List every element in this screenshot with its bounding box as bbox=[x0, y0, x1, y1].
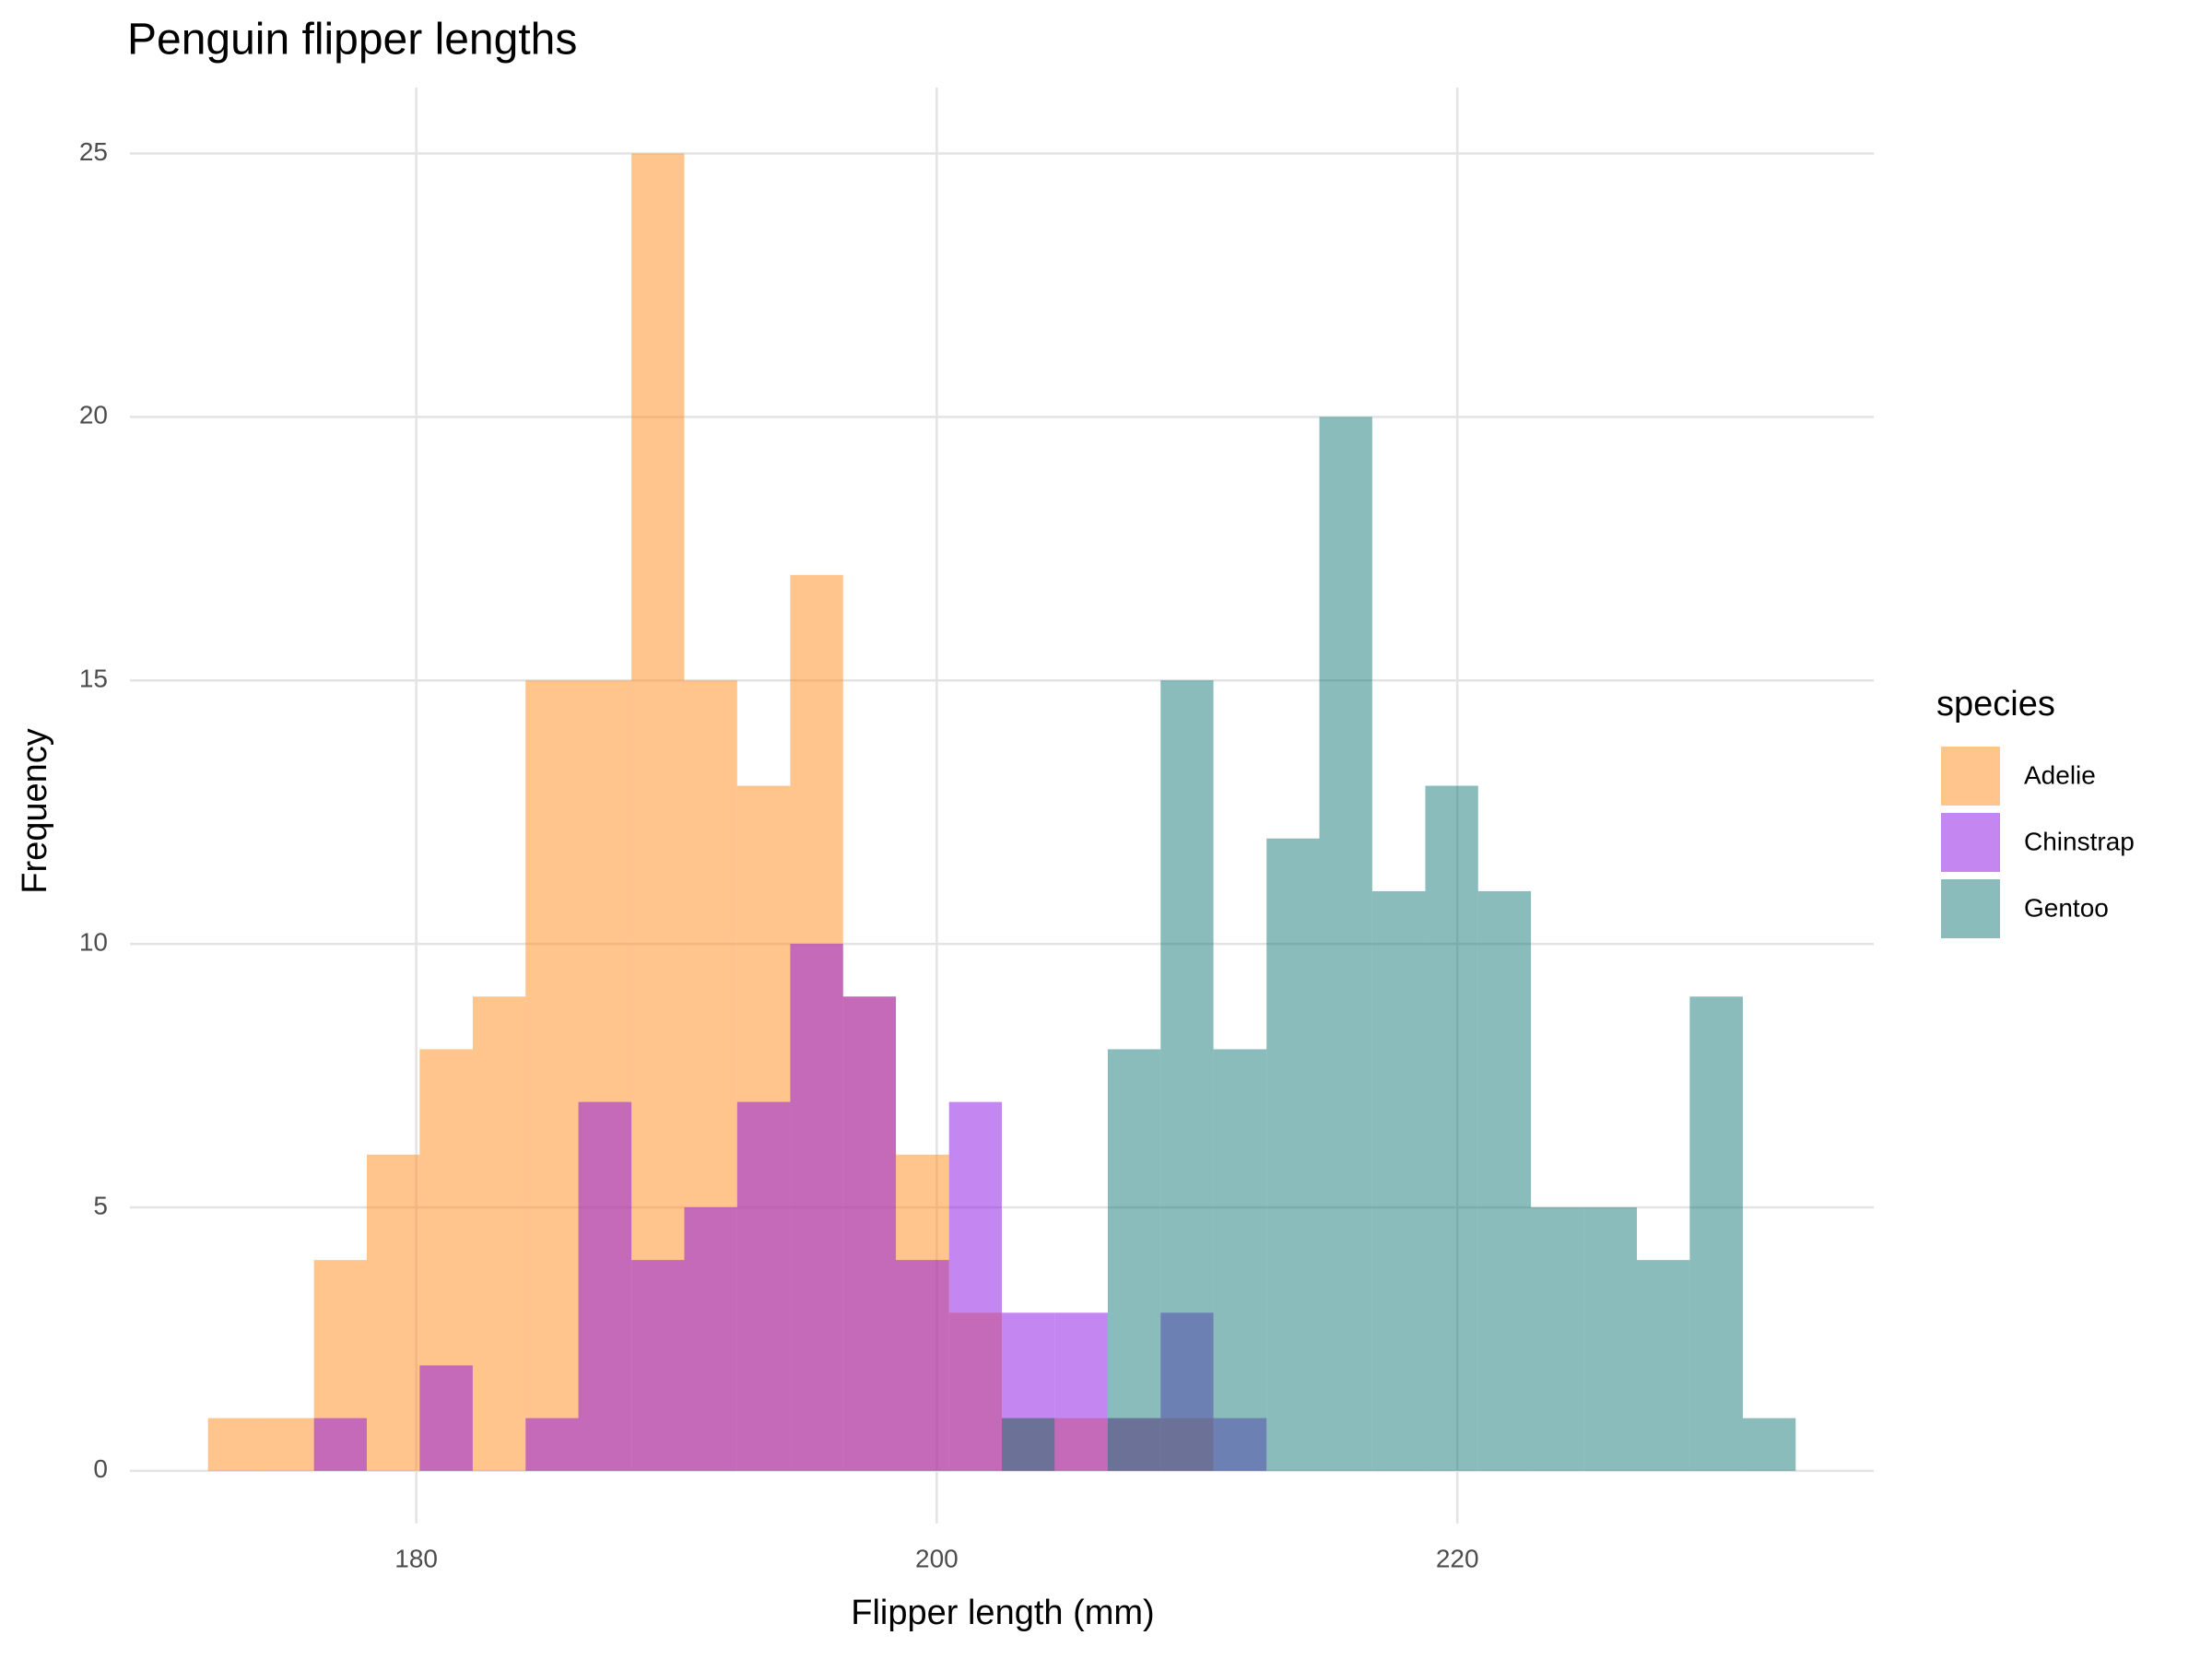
legend-swatch bbox=[1941, 879, 2000, 938]
bar bbox=[1266, 838, 1320, 1471]
bar bbox=[684, 1206, 737, 1471]
bar bbox=[1160, 680, 1214, 1471]
x-tick-label: 180 bbox=[394, 1544, 438, 1572]
y-tick-label: 15 bbox=[79, 665, 108, 693]
chart-title: Penguin flipper lengths bbox=[127, 16, 577, 65]
bar bbox=[1319, 417, 1372, 1471]
bar bbox=[1637, 1260, 1690, 1471]
bar bbox=[366, 1154, 420, 1471]
bar bbox=[207, 1418, 262, 1471]
bar bbox=[525, 680, 579, 1471]
bar bbox=[1531, 1206, 1584, 1471]
legend-label: Chinstrap bbox=[2024, 827, 2135, 855]
legend: Adelie Chinstrap Gentoo bbox=[1941, 747, 2135, 938]
bar bbox=[1583, 1206, 1638, 1471]
bar bbox=[1054, 1312, 1108, 1471]
legend-swatch bbox=[1941, 813, 2000, 872]
y-tick-label: 25 bbox=[79, 137, 108, 166]
x-tick-label: 220 bbox=[1436, 1544, 1479, 1572]
x-tick-label: 200 bbox=[915, 1544, 959, 1572]
legend-title: species bbox=[1936, 685, 2055, 724]
y-tick-label: 0 bbox=[93, 1454, 108, 1483]
bar bbox=[578, 1101, 632, 1471]
y-tick-label: 10 bbox=[79, 927, 108, 956]
bar bbox=[736, 1101, 791, 1471]
bar bbox=[631, 1260, 685, 1471]
bar bbox=[419, 1365, 473, 1471]
bar bbox=[842, 996, 897, 1471]
y-axis-label: Frequency bbox=[16, 728, 54, 894]
bar bbox=[472, 996, 526, 1471]
bar bbox=[1213, 1049, 1267, 1471]
legend-label: Adelie bbox=[2024, 760, 2096, 789]
bar bbox=[1002, 1418, 1055, 1471]
y-tick-label: 5 bbox=[93, 1191, 108, 1219]
legend-swatch bbox=[1941, 747, 2000, 806]
bar bbox=[1742, 1418, 1796, 1471]
bar bbox=[1371, 890, 1426, 1471]
bar bbox=[896, 1260, 949, 1471]
bar bbox=[631, 153, 685, 1471]
bar bbox=[790, 944, 843, 1471]
bar bbox=[525, 1418, 579, 1471]
bar bbox=[313, 1418, 367, 1471]
bar bbox=[1107, 1049, 1161, 1471]
bar bbox=[1425, 785, 1478, 1471]
bar bbox=[948, 1101, 1002, 1471]
bar bbox=[261, 1418, 314, 1471]
x-axis-label: Flipper length (mm) bbox=[851, 1594, 1154, 1632]
bar bbox=[1689, 996, 1743, 1471]
bar bbox=[1477, 890, 1532, 1471]
legend-label: Gentoo bbox=[2024, 893, 2109, 922]
bars bbox=[207, 153, 1796, 1471]
y-tick-label: 20 bbox=[79, 401, 108, 429]
